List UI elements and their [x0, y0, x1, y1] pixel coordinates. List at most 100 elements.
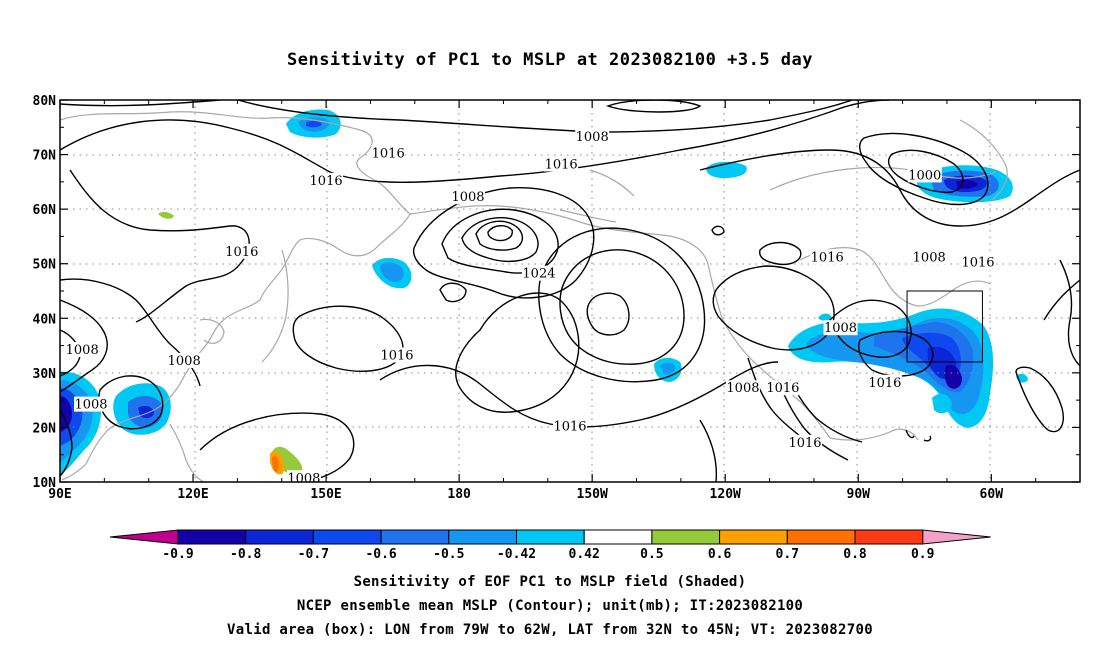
mslp-contour [747, 357, 801, 437]
contour-label: 1016 [868, 376, 901, 391]
contour-label-bg [867, 374, 902, 390]
contour-label: 1016 [225, 245, 258, 260]
lat-tick-label: 80N [33, 94, 57, 109]
lon-tick-label: 90W [847, 487, 871, 502]
colorbar-segment [786, 529, 856, 545]
mslp-contour [439, 282, 467, 303]
colorbar-segment [448, 529, 517, 545]
contour-label-bg [912, 249, 947, 265]
coastline [61, 463, 87, 481]
mslp-contour [586, 292, 630, 336]
contour-label: 1016 [380, 348, 413, 363]
colorbar-label: -0.9 [162, 547, 193, 562]
contour-label: 1000 [908, 168, 941, 183]
contour-labels: 1008 1016 1016 1016 1008 1000 1016 1024 1016 1008… [65, 129, 995, 486]
latitude-axis: 80N 70N 60N 50N 40N 30N 20N 10N [33, 94, 1080, 491]
mslp-contour [605, 100, 702, 113]
colorbar-label: -0.42 [497, 547, 536, 562]
mslp-contour [98, 375, 164, 430]
colorbar-segment [380, 529, 450, 545]
contour-label-bg [521, 265, 556, 281]
colorbar-segment [854, 529, 924, 545]
coastline [829, 428, 919, 441]
mslp-contour [199, 412, 355, 482]
coastline [589, 169, 635, 197]
contour-label-bg [544, 156, 579, 172]
mslp-contour [905, 429, 915, 439]
colorbar-segment [245, 529, 314, 545]
mslp-contour [60, 299, 108, 393]
lon-tick-label: 150W [577, 487, 608, 502]
shade-region [306, 120, 322, 128]
mslp-contour [829, 299, 912, 358]
contour-label: 1008 [576, 130, 609, 145]
coastline [959, 119, 1008, 201]
mslp-contour [60, 100, 891, 183]
mslp-contour [858, 330, 934, 377]
contour-label-bg [823, 320, 858, 336]
contour-label: 1008 [726, 381, 759, 396]
contour-label-bg [74, 396, 109, 412]
contour-label: 1016 [788, 436, 821, 451]
mslp-contour [1015, 366, 1064, 433]
shade-region [60, 396, 72, 432]
mslp-contour [461, 217, 539, 263]
contour-label: 1024 [522, 267, 555, 282]
colorbar-label: -0.7 [298, 547, 329, 562]
mslp-contour [60, 100, 221, 107]
colorbar-label: 0.7 [776, 547, 799, 562]
contour-label: 1008 [287, 471, 320, 486]
lat-tick-label: 10N [33, 476, 57, 491]
coastline [769, 166, 997, 191]
lat-tick-label: 50N [33, 258, 57, 273]
mslp-contour [487, 225, 513, 242]
colorbar-segment [651, 529, 721, 545]
mslp-contour [379, 361, 779, 428]
colorbar-label: 0.9 [911, 547, 934, 562]
mslp-contour [887, 149, 964, 193]
contour-label: 1008 [451, 190, 484, 205]
coastline [85, 299, 261, 465]
contour-label: 1016 [553, 419, 586, 434]
contour-label: 1008 [913, 250, 946, 265]
mslp-contour [292, 305, 404, 372]
contour-label: 1016 [766, 381, 799, 396]
mslp-contour [759, 241, 802, 266]
shade-region [944, 364, 962, 389]
contour-label-bg [371, 145, 406, 161]
lon-tick-label: 120W [710, 487, 741, 502]
mslp-contour [60, 278, 201, 387]
mslp-contour [699, 419, 718, 482]
contour-label-bg [961, 254, 995, 270]
shade-region [158, 211, 174, 219]
coastline [199, 318, 225, 344]
mslp-contour [475, 220, 523, 251]
contour-label-bg [309, 172, 344, 188]
contour-label-bg [907, 167, 942, 183]
caption-line-2: NCEP ensemble mean MSLP (Contour); unit(… [296, 598, 804, 614]
contour-label-bg [167, 352, 202, 368]
shade-region [272, 455, 279, 472]
contour-label-bg [65, 342, 100, 358]
valid-area-box [906, 290, 983, 363]
contour-label-bg [810, 249, 845, 265]
contour-label: 1016 [310, 174, 343, 189]
coastline [169, 423, 205, 482]
lon-tick-label: 120E [177, 487, 208, 502]
contour-label-bg [575, 129, 610, 145]
mslp-contour [859, 132, 989, 206]
colorbar-over-triangle [922, 529, 991, 545]
map-plot-area: 1008 1016 1016 1016 1008 1000 1016 1024 1016 1008… [60, 100, 1080, 486]
contour-label-bg [725, 380, 760, 396]
contour-label: 1016 [545, 157, 578, 172]
lat-tick-label: 40N [33, 312, 57, 327]
mslp-contour [455, 292, 580, 413]
mslp-contour [923, 435, 932, 442]
mslp-contour [60, 409, 73, 477]
page-title: Sensitivity of PC1 to MSLP at 2023082100… [286, 50, 813, 70]
colorbar-label: 0.5 [640, 547, 663, 562]
colorbar-label: 0.42 [569, 547, 600, 562]
colorbar-segment [583, 529, 653, 545]
colorbar-under-triangle [109, 529, 179, 545]
